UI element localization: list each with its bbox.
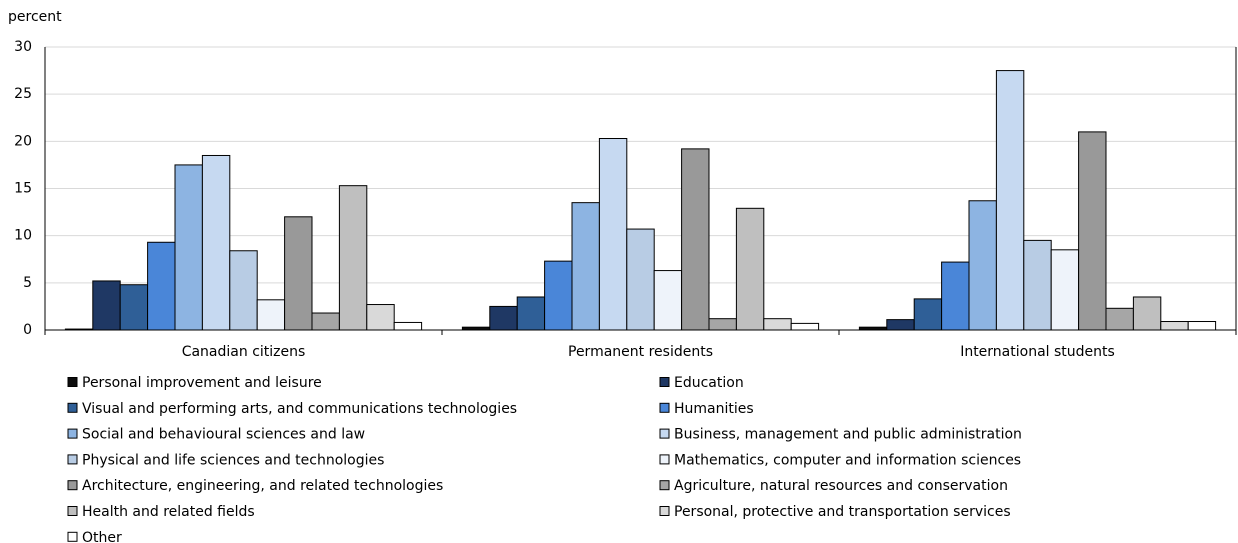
bar bbox=[1132, 296, 1162, 331]
bar bbox=[913, 298, 943, 331]
legend-swatch bbox=[67, 531, 78, 542]
bar bbox=[489, 305, 518, 331]
bar bbox=[1050, 249, 1080, 331]
bar bbox=[1187, 321, 1217, 331]
legend-label: Humanities bbox=[674, 401, 754, 417]
bar bbox=[229, 250, 258, 331]
bar bbox=[653, 270, 683, 331]
legend-swatch bbox=[659, 480, 670, 491]
y-tick-label: 15 bbox=[14, 181, 32, 197]
legend-swatch bbox=[659, 454, 670, 465]
bar bbox=[968, 200, 997, 331]
bar bbox=[995, 70, 1025, 331]
bar bbox=[886, 319, 915, 331]
x-tick-label: Permanent residents bbox=[568, 344, 713, 360]
legend-label: Other bbox=[82, 530, 122, 543]
bar bbox=[735, 207, 765, 331]
legend-label: Visual and performing arts, and communic… bbox=[82, 401, 517, 417]
legend-swatch bbox=[659, 402, 670, 413]
y-axis-label: percent bbox=[8, 9, 62, 25]
legend-swatch bbox=[659, 506, 670, 516]
x-tick-label: Canadian citizens bbox=[182, 344, 306, 360]
bar bbox=[119, 284, 149, 331]
y-tick-label: 30 bbox=[14, 39, 32, 55]
y-tick-label: 5 bbox=[23, 275, 32, 291]
bar bbox=[147, 241, 176, 331]
bar bbox=[708, 318, 737, 331]
bar bbox=[256, 299, 286, 331]
bar bbox=[516, 296, 546, 331]
legend-swatch bbox=[67, 480, 78, 491]
y-tick-label: 20 bbox=[14, 133, 32, 149]
legend-swatch bbox=[67, 402, 78, 413]
legend-swatch bbox=[67, 428, 78, 439]
legend-label: Physical and life sciences and technolog… bbox=[82, 452, 384, 468]
legend-label: Business, management and public administ… bbox=[674, 427, 1022, 443]
bar bbox=[393, 321, 423, 331]
y-tick-label: 25 bbox=[14, 86, 32, 102]
legend-swatch bbox=[67, 454, 78, 465]
legend-label: Social and behavioural sciences and law bbox=[82, 427, 365, 443]
legend-label: Personal improvement and leisure bbox=[82, 375, 322, 391]
legend-label: Mathematics, computer and information sc… bbox=[674, 452, 1021, 468]
legend-label: Education bbox=[674, 375, 744, 391]
bar bbox=[284, 216, 313, 331]
y-tick-label: 10 bbox=[14, 228, 32, 244]
bar bbox=[544, 260, 573, 331]
bar bbox=[338, 185, 368, 331]
bar bbox=[626, 228, 655, 331]
legend-label: Personal, protective and transportation … bbox=[674, 504, 1011, 520]
bar bbox=[941, 261, 970, 331]
bar bbox=[598, 138, 628, 331]
bar bbox=[571, 202, 600, 331]
y-tick-label: 0 bbox=[23, 322, 32, 338]
bar bbox=[174, 164, 203, 331]
legend-swatch bbox=[659, 377, 670, 387]
legend-label: Agriculture, natural resources and conse… bbox=[674, 478, 1008, 494]
bar bbox=[790, 322, 820, 331]
bar bbox=[1160, 321, 1189, 331]
legend-label: Architecture, engineering, and related t… bbox=[82, 478, 443, 494]
legend-swatch bbox=[67, 506, 78, 516]
legend-swatch bbox=[659, 428, 670, 439]
bar bbox=[763, 318, 792, 331]
bar bbox=[201, 154, 231, 331]
bar bbox=[311, 312, 340, 331]
bar bbox=[1078, 131, 1107, 331]
x-tick-label: International students bbox=[960, 344, 1115, 360]
legend-swatch bbox=[67, 377, 78, 387]
bar bbox=[1105, 307, 1134, 331]
bar bbox=[681, 148, 710, 331]
bar bbox=[1023, 239, 1052, 331]
legend-label: Health and related fields bbox=[82, 504, 255, 520]
bar bbox=[366, 304, 395, 331]
bar bbox=[92, 280, 121, 331]
